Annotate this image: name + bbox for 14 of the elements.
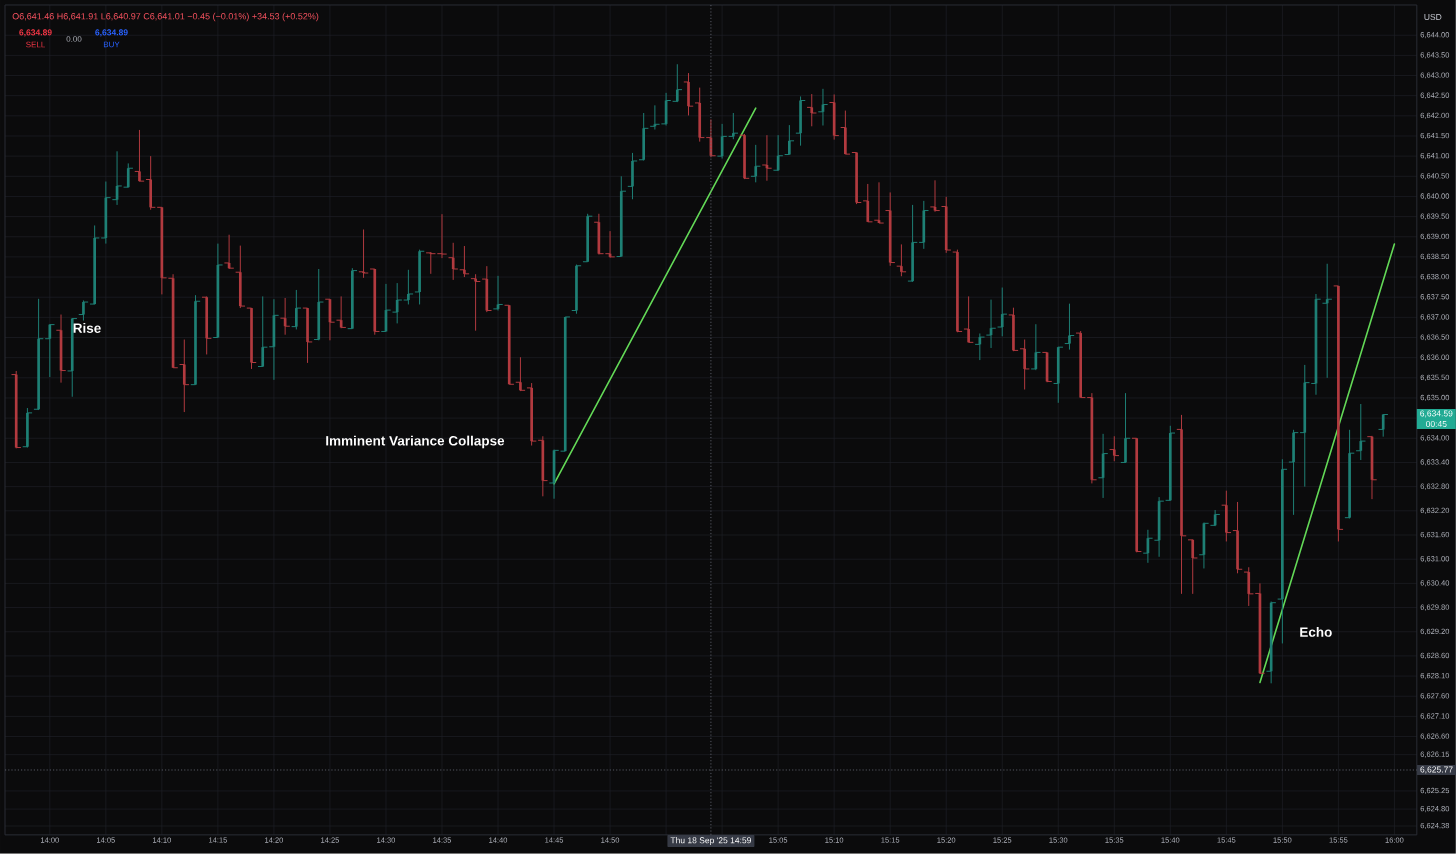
text: 00:45 — [1426, 421, 1447, 427]
annotation: BUY — [103, 41, 120, 48]
annotation: Imminent Variance Collapse — [326, 435, 505, 449]
annotation: Echo — [1300, 627, 1332, 637]
annotation: 6,634.89 — [95, 29, 128, 37]
text: O6,641.46 H6,641.91 L6,640.97 C6,641.01 −0.45 (−0.01%) +34.53 (+0.52%) — [12, 12, 319, 22]
annotation: 6,634.89 — [19, 29, 52, 37]
annotation: SELL — [26, 41, 46, 48]
annotation: Rise — [73, 323, 101, 333]
annotation: 0.00 — [66, 36, 82, 42]
text: 6,634.59 — [1420, 410, 1453, 418]
ref-line-label: Thu 18 Sep '25 14:59 — [670, 837, 751, 846]
text: USD — [1424, 14, 1442, 21]
ref-line-label: 6,625.77 — [1420, 766, 1453, 774]
